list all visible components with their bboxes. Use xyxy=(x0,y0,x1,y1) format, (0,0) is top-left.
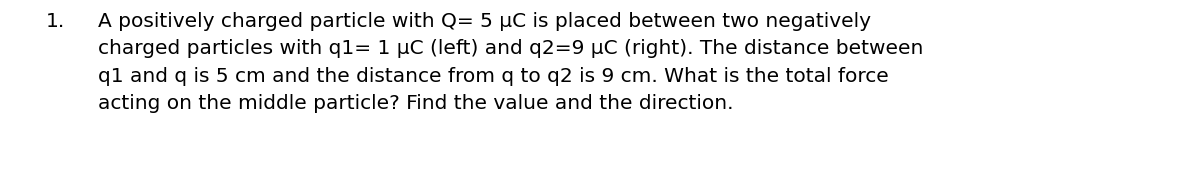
Text: 1.: 1. xyxy=(46,12,65,31)
Text: A positively charged particle with Q= 5 μC is placed between two negatively
char: A positively charged particle with Q= 5 … xyxy=(98,12,924,113)
